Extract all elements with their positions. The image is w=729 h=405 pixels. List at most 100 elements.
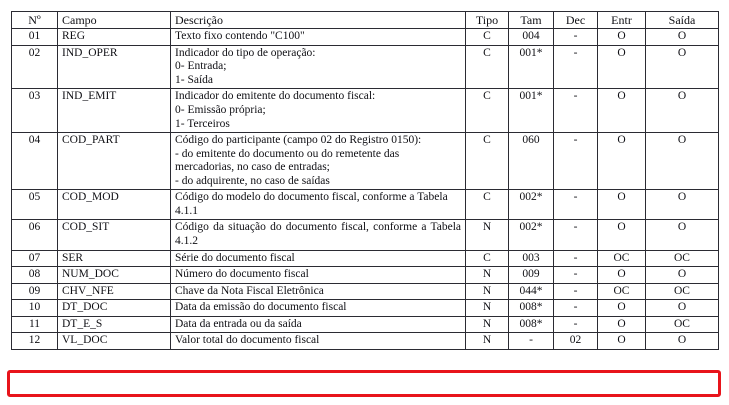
descricao-line: Data da emissão do documento fiscal (175, 301, 347, 314)
cell-descricao: Texto fixo contendo "C100" (170, 28, 466, 46)
cell-campo: COD_SIT (57, 219, 171, 251)
cell-tam: 003 (508, 249, 554, 268)
cell-campo: DT_DOC (57, 299, 171, 317)
descricao-line: Código do participante (campo 02 do Regi… (175, 134, 422, 147)
cell-tam: 008* (508, 299, 554, 317)
descricao-line: Data da entrada ou da saída (175, 317, 302, 330)
cell-descricao: Indicador do emitente do documento fisca… (170, 88, 466, 134)
cell-num: 08 (11, 266, 58, 284)
cell-campo: DT_E_S (57, 315, 171, 334)
cell-tipo: N (465, 332, 509, 350)
cell-entr: O (597, 189, 646, 221)
cell-tam: 002* (508, 219, 554, 251)
cell-entr: O (597, 266, 646, 284)
cell-tam: 001* (508, 88, 554, 134)
column-header-entr: Entr (597, 10, 646, 30)
cell-num: 06 (11, 219, 58, 251)
cell-descricao: Data da emissão do documento fiscal (170, 299, 466, 317)
cell-descricao: Código do modelo do documento fiscal, co… (170, 189, 466, 221)
cell-tam: 008* (508, 315, 554, 334)
cell-dec: - (553, 28, 598, 46)
cell-saida: OC (645, 282, 719, 301)
cell-saida: OC (645, 315, 719, 334)
cell-saida: OC (645, 249, 719, 268)
cell-num: 04 (11, 132, 58, 191)
cell-entr: O (597, 219, 646, 251)
cell-entr: O (597, 88, 646, 134)
cell-tam: 060 (508, 132, 554, 191)
cell-tipo: C (465, 28, 509, 46)
table-row: 02 IND_OPER Indicador do tipo de operação:… (11, 44, 719, 90)
cell-dec: - (553, 132, 598, 191)
cell-tipo: C (465, 249, 509, 268)
table-row: 07 SER Série do documento fiscal C 003- OC OC (11, 249, 719, 268)
cell-dec: - (553, 88, 598, 134)
cell-campo: SER (57, 249, 171, 268)
cell-num: 09 (11, 282, 58, 301)
table-row: 09 CHV_NFE Chave da Nota Fiscal Eletrônica… (11, 282, 719, 301)
descricao-line: Série do documento fiscal (175, 251, 295, 264)
cell-saida: O (645, 266, 719, 284)
cell-saida: O (645, 88, 719, 134)
cell-entr: OC (597, 282, 646, 301)
cell-tam: 002* (508, 189, 554, 221)
cell-dec: - (553, 44, 598, 90)
cell-descricao: Data da entrada ou da saída (170, 315, 466, 334)
cell-entr: O (597, 132, 646, 191)
table-header: Nº Campo Descrição Tipo Tam Dec Entr Saí… (11, 10, 719, 30)
cell-tipo: N (465, 219, 509, 251)
cell-campo: VL_DOC (57, 332, 171, 350)
descricao-line: Valor total do documento fiscal (175, 334, 320, 347)
cell-descricao: Série do documento fiscal (170, 249, 466, 268)
cell-campo: COD_MOD (57, 189, 171, 221)
table-row: 11 DT_E_S Data da entrada ou da saída N 008*… (11, 315, 719, 334)
cell-tam: 009 (508, 266, 554, 284)
column-header-tipo: Tipo (465, 10, 509, 30)
cell-dec: - (553, 315, 598, 334)
cell-dec: - (553, 282, 598, 301)
cell-entr: OC (597, 249, 646, 268)
descricao-line: Chave da Nota Fiscal Eletrônica (175, 284, 324, 297)
cell-dec: - (553, 189, 598, 221)
cell-campo: CHV_NFE (57, 282, 171, 301)
cell-entr: O (597, 44, 646, 90)
descricao-line: Código da situação do documento fiscal, … (175, 221, 464, 248)
table-row: 08 NUM_DOC Número do documento fiscal N 009-… (11, 266, 719, 284)
cell-saida: O (645, 28, 719, 46)
cell-campo: COD_PART (57, 132, 171, 191)
cell-num: 01 (11, 28, 58, 46)
cell-tipo: N (465, 299, 509, 317)
cell-num: 03 (11, 88, 58, 134)
column-header-descricao: Descrição (170, 10, 466, 30)
cell-tipo: C (465, 88, 509, 134)
cell-num: 12 (11, 332, 58, 350)
table-row: 12 VL_DOC Valor total do documento fiscal N… (11, 332, 719, 350)
table-row: 03 IND_EMIT Indicador do emitente do docum… (11, 88, 719, 134)
column-header-num: Nº (11, 10, 58, 30)
cell-tipo: C (465, 44, 509, 90)
cell-saida: O (645, 299, 719, 317)
cell-dec: - (553, 219, 598, 251)
cell-num: 10 (11, 299, 58, 317)
cell-dec: - (553, 266, 598, 284)
cell-tam: 044* (508, 282, 554, 301)
cell-descricao: Chave da Nota Fiscal Eletrônica (170, 282, 466, 301)
cell-tam: - (508, 332, 554, 350)
field-layout-table: Nº Campo Descrição Tipo Tam Dec Entr Saí… (11, 10, 719, 350)
table-header-row: Nº Campo Descrição Tipo Tam Dec Entr Saí… (11, 10, 719, 30)
cell-saida: O (645, 219, 719, 251)
column-header-dec: Dec (553, 10, 598, 30)
descricao-line: - do adquirente, no caso de saídas (175, 174, 330, 187)
cell-entr: O (597, 315, 646, 334)
cell-dec: - (553, 299, 598, 317)
descricao-line: - do emitente do documento ou do remeten… (175, 147, 403, 174)
descricao-line: 1- Terceiros (175, 117, 230, 130)
table-row: 10 DT_DOC Data da emissão do documento fis… (11, 299, 719, 317)
cell-entr: O (597, 332, 646, 350)
descricao-line: Indicador do emitente do documento fisca… (175, 90, 376, 103)
descricao-line: Número do documento fiscal (175, 268, 309, 281)
descricao-line: Indicador do tipo de operação: (175, 46, 316, 59)
column-header-tam: Tam (508, 10, 554, 30)
cell-num: 02 (11, 44, 58, 90)
cell-tipo: N (465, 315, 509, 334)
